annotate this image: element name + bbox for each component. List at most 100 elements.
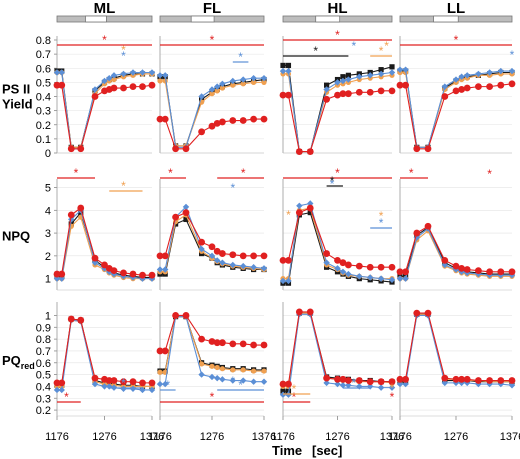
y-tick-label: 0.8 [36,35,51,47]
data-point-red [279,91,287,99]
x-axis-unit: [sec] [312,443,342,458]
data-point-blue [229,261,236,269]
significance-star-red: * [409,166,414,180]
data-point-red [53,270,61,278]
data-point-red [458,86,465,93]
data-point-red [339,375,347,383]
data-point-blue [260,74,268,82]
data-point-red [279,380,287,388]
data-point-blue [58,386,65,394]
data-point-blue [156,72,164,79]
data-point-blue [367,274,374,281]
data-point-red [475,83,482,91]
significance-star-blue: * [121,376,126,390]
data-point-red [366,378,374,386]
significance-star-red: * [168,166,173,180]
data-point-red [355,262,363,270]
significance-star-orange: * [379,44,384,58]
row-label-psii-line1: Yield [2,97,33,112]
y-tick-label: 4 [45,205,51,217]
data-point-red [424,222,432,230]
data-point-red [441,93,449,100]
y-tick-label: 0.6 [36,358,51,370]
data-point-red [172,213,180,221]
data-point-black [340,74,346,80]
data-point-blue [508,67,516,75]
data-point-red [260,115,268,123]
series-line-blue [160,74,264,148]
data-point-orange [251,79,257,85]
data-point-blue [497,67,504,75]
data-point-blue [323,259,330,266]
data-point-blue [260,265,268,272]
data-point-red [67,211,75,219]
data-point-red [285,257,292,264]
data-point-orange [219,366,225,372]
data-point-orange [240,367,246,373]
data-point-red [413,309,421,317]
data-point-blue [101,383,108,390]
data-point-red [463,84,471,92]
data-point-blue [452,76,460,83]
data-point-red [334,375,341,383]
data-point-black [285,62,292,69]
data-point-blue [323,379,330,387]
data-point-red [110,267,118,275]
data-point-orange [230,367,236,373]
data-point-red [77,145,85,153]
data-point-blue [148,69,156,76]
data-point-red [208,122,216,130]
data-point-blue [198,371,205,378]
data-point-blue [219,80,226,87]
data-point-red [53,379,61,387]
data-point-blue [377,384,385,391]
data-point-blue [388,384,396,391]
data-point-blue [345,270,352,278]
data-point-blue [458,73,465,80]
series-line-orange [400,313,512,383]
data-point-blue [106,74,113,82]
data-point-red [148,81,156,89]
panel-npq-ml [53,204,156,282]
data-point-red [463,266,471,273]
data-point-red [182,145,190,153]
data-point-red [198,238,206,246]
data-point-red [208,338,216,345]
column-title-ll: LL [447,0,465,17]
y-tick-label: 1 [45,274,51,286]
data-point-blue [285,277,292,285]
data-point-red [250,115,257,123]
x-axis-label: Time [272,443,302,458]
data-point-red [198,128,206,136]
significance-star-red: * [210,390,215,404]
x-tick-label: 1276 [444,431,468,443]
column-title-ml: ML [94,0,116,17]
data-point-blue [219,259,226,266]
data-point-red [458,375,465,383]
data-point-blue [464,72,471,79]
significance-star-orange: * [390,381,395,395]
data-point-red [120,84,127,92]
data-point-blue [101,77,108,85]
data-point-orange [111,76,117,83]
y-tick-label: 1 [45,310,51,322]
x-tick-label: 1276 [92,431,116,443]
data-point-red [441,374,449,382]
significance-star-orange: * [292,382,297,396]
data-point-red [67,315,75,323]
significance-star-red: * [102,33,107,47]
light-bar-on-ll [433,15,459,23]
x-tick-label: 1376 [500,431,520,443]
data-point-red [334,257,341,264]
data-point-red [366,88,374,96]
y-tick-label: 0.2 [36,120,51,132]
significance-star-blue: * [121,49,126,63]
data-point-red [182,312,190,319]
data-point-red [67,145,75,153]
data-point-red [345,377,352,384]
data-point-red [402,268,409,276]
data-point-red [452,87,460,95]
data-point-red [458,264,465,272]
significance-star-orange: * [121,179,126,193]
data-point-red [402,81,409,89]
